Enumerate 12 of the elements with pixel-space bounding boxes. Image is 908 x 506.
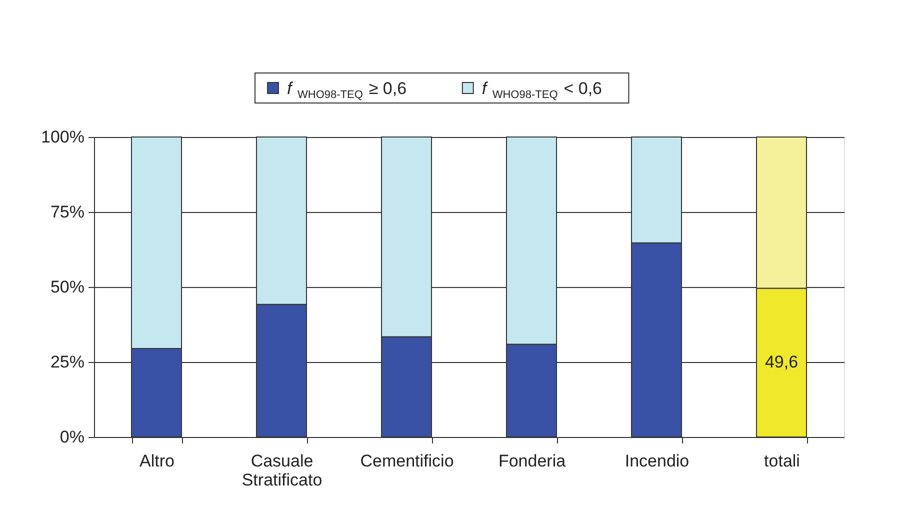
x-tick-label: Casuale Stratificato	[242, 452, 322, 490]
x-tick-label: totali	[764, 452, 800, 470]
y-tick-label: 75%	[50, 202, 84, 222]
x-tick-label: Altro	[140, 452, 174, 470]
x-tick-label: Incendio	[624, 452, 690, 470]
y-tick-label: 0%	[60, 428, 84, 446]
x-tick-label: Fonderia	[498, 452, 566, 470]
x-tick-label: Cementificio	[360, 452, 454, 470]
data-label: 49,6	[764, 352, 798, 372]
y-tick-label: 50%	[50, 278, 84, 296]
y-tick-label: 25%	[50, 352, 84, 372]
y-tick-label: 100%	[41, 128, 84, 146]
